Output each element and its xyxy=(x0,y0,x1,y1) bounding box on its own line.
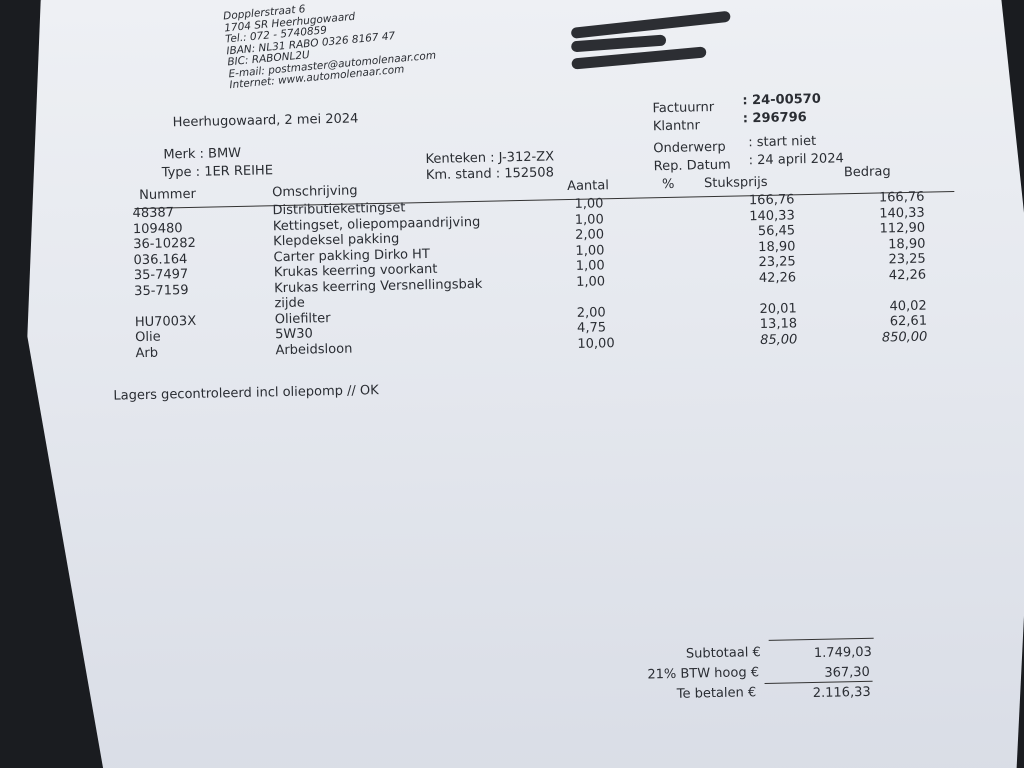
cell-nummer: 35-7497 xyxy=(133,267,189,284)
merk: Merk : BMW xyxy=(163,145,242,163)
kenteken: Kenteken : J-312-ZX xyxy=(425,149,555,168)
cell-nummer: Olie xyxy=(135,329,161,346)
cell-stuksprijs: 20,01 xyxy=(759,300,797,317)
sender-address: Dopplerstraat 6 1704 SR Heerhugowaard Te… xyxy=(223,0,438,92)
cell-omschrijving: zijde xyxy=(274,295,305,312)
col-header: Aantal xyxy=(566,178,610,195)
col-header: % xyxy=(661,176,675,193)
col-header: Omschrijving xyxy=(272,183,358,201)
cell-stuksprijs: 85,00 xyxy=(760,331,798,348)
onderwerp-label: Onderwerp xyxy=(653,139,726,157)
klantnr-label: Klantnr xyxy=(652,118,701,135)
btw-value: 367,30 xyxy=(824,664,871,681)
cell-omschrijving: 5W30 xyxy=(275,326,313,343)
cell-aantal: 1,00 xyxy=(575,258,605,274)
remark: Lagers gecontroleerd incl oliepomp // OK xyxy=(113,383,379,404)
col-header: Nummer xyxy=(139,186,197,204)
cell-nummer: 109480 xyxy=(132,220,183,237)
cell-aantal: 2,00 xyxy=(574,227,605,243)
cell-stuksprijs: 18,90 xyxy=(758,238,796,255)
cell-stuksprijs: 140,33 xyxy=(749,207,795,224)
btw-label: 21% BTW hoog € xyxy=(647,665,760,683)
cell-nummer: HU7003X xyxy=(134,313,197,330)
factuurnr-label: Factuurnr xyxy=(652,99,715,117)
cell-omschrijving: Arbeidsloon xyxy=(275,341,353,358)
onderwerp-value: : start niet xyxy=(748,133,817,151)
cell-bedrag: 140,33 xyxy=(879,205,925,222)
cell-aantal: 1,00 xyxy=(574,211,604,228)
subtotaal-label: Subtotaal € xyxy=(685,645,761,662)
cell-nummer: 35-7159 xyxy=(134,282,189,299)
total-line xyxy=(765,681,873,684)
cell-bedrag: 62,61 xyxy=(889,313,928,330)
cell-nummer: 48387 xyxy=(132,205,175,222)
cell-aantal: 1,00 xyxy=(575,273,606,290)
repdatum-value: : 24 april 2024 xyxy=(748,151,844,169)
cell-omschrijving: Oliefilter xyxy=(274,310,331,327)
cell-aantal: 2,00 xyxy=(576,304,606,321)
te-betalen-value: 2.116,33 xyxy=(812,684,871,702)
cell-nummer: 36-10282 xyxy=(133,235,196,253)
cell-aantal: 1,00 xyxy=(575,242,605,259)
invoice-paper: Dopplerstraat 6 1704 SR Heerhugowaard Te… xyxy=(10,0,1024,768)
factuurnr-value: : 24-00570 xyxy=(742,91,821,109)
cell-aantal: 1,00 xyxy=(574,196,604,212)
cell-stuksprijs: 13,18 xyxy=(759,316,798,333)
repdatum-label: Rep. Datum xyxy=(653,157,731,175)
cell-stuksprijs: 23,25 xyxy=(758,254,796,271)
cell-stuksprijs: 56,45 xyxy=(757,223,796,240)
date-line: Heerhugowaard, 2 mei 2024 xyxy=(172,111,359,131)
cell-bedrag: 850,00 xyxy=(881,329,928,345)
invoice-table: Nummer Omschrijving Aantal % Stuksprijs … xyxy=(10,0,1024,1)
cell-stuksprijs: 42,26 xyxy=(758,269,797,286)
cell-nummer: Arb xyxy=(135,345,159,361)
cell-nummer: 036.164 xyxy=(133,251,188,268)
subtotal-line xyxy=(769,638,874,641)
cell-bedrag: 18,90 xyxy=(888,236,926,252)
cell-stuksprijs: 166,76 xyxy=(748,192,795,209)
cell-bedrag: 166,76 xyxy=(878,189,925,206)
cell-bedrag: 42,26 xyxy=(888,267,927,283)
col-header: Stuksprijs xyxy=(703,174,768,192)
cell-bedrag: 112,90 xyxy=(879,220,926,237)
col-header: Bedrag xyxy=(843,164,891,181)
cell-aantal: 4,75 xyxy=(576,320,607,336)
cell-bedrag: 23,25 xyxy=(888,251,926,268)
te-betalen-label: Te betalen € xyxy=(676,685,757,702)
cell-bedrag: 40,02 xyxy=(889,298,927,314)
klantnr-value: : 296796 xyxy=(742,110,807,127)
type: Type : 1ER REIHE xyxy=(161,163,274,181)
subtotaal-value: 1.749,03 xyxy=(813,644,872,661)
cell-aantal: 10,00 xyxy=(577,335,615,352)
